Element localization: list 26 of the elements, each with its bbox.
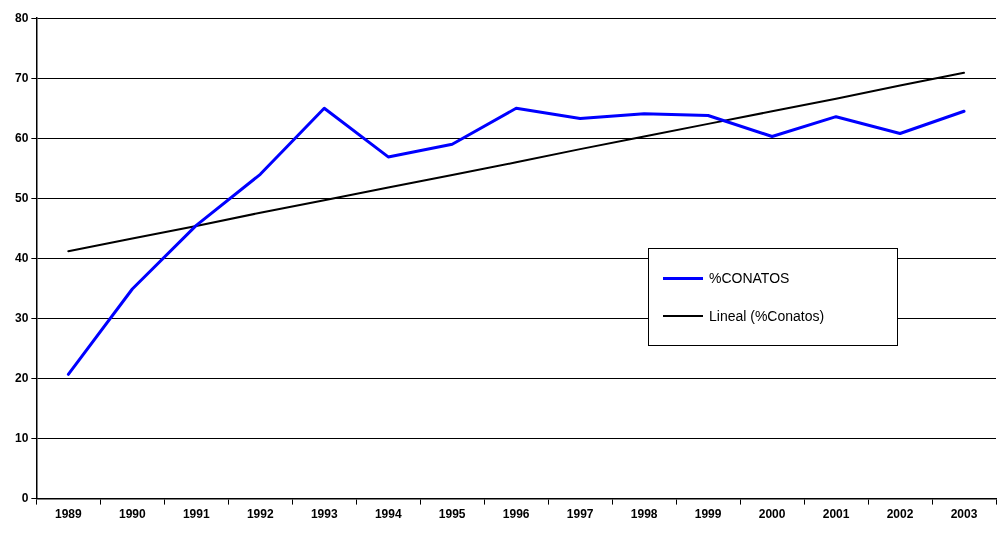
x-tick-label: 1997	[566, 507, 594, 522]
y-tick-label: 50	[14, 190, 29, 205]
x-tick-label: 1992	[246, 507, 274, 522]
x-tick-label: 1989	[54, 507, 83, 522]
x-tick-label: 1995	[438, 507, 466, 522]
y-tick-label: 70	[14, 70, 29, 85]
y-tick-label: 20	[14, 370, 29, 385]
y-tick-label: 60	[14, 130, 29, 145]
y-tick-label: 30	[14, 310, 29, 325]
y-tick-label: 10	[14, 430, 29, 445]
x-tick-label: 1996	[502, 507, 530, 522]
legend-label: Lineal (%Conatos)	[709, 308, 825, 324]
x-tick-label: 1998	[630, 507, 658, 522]
x-tick-label: 1993	[310, 507, 338, 522]
x-tick-label: 2002	[886, 507, 914, 522]
x-tick-label: 1999	[694, 507, 722, 522]
x-tick-label: 2000	[758, 507, 786, 522]
y-tick-label: 0	[21, 490, 29, 505]
legend-label: %CONATOS	[709, 270, 790, 286]
y-tick-label: 80	[14, 10, 29, 25]
x-tick-label: 2001	[822, 507, 850, 522]
x-tick-label: 1991	[182, 507, 210, 522]
x-tick-label: 2003	[950, 507, 978, 522]
y-tick-label: 40	[14, 250, 29, 265]
x-tick-label: 1990	[118, 507, 146, 522]
x-tick-label: 1994	[374, 507, 402, 522]
